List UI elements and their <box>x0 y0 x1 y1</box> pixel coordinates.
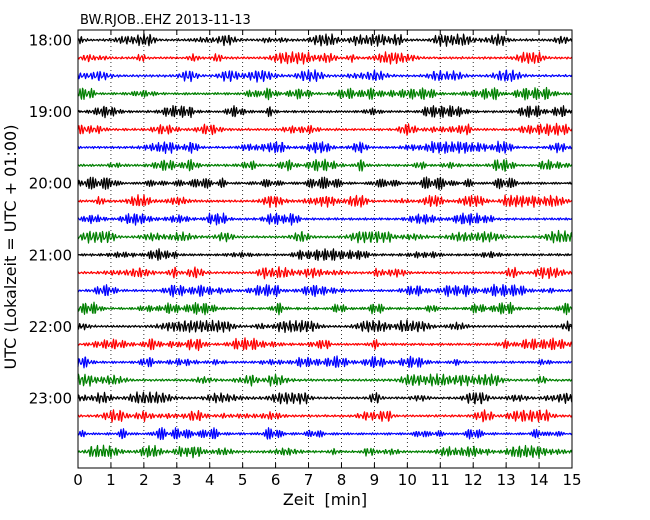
x-axis-label: Zeit [min] <box>283 490 367 509</box>
trace-1815 <box>77 51 573 65</box>
trace-1800 <box>77 33 573 47</box>
trace-2345 <box>77 444 573 459</box>
x-tick-label: 12 <box>464 471 483 489</box>
trace-1830 <box>77 69 573 83</box>
trace-2000 <box>77 176 573 190</box>
x-tick-label: 4 <box>205 471 215 489</box>
y-tick-label: 19:00 <box>29 103 72 121</box>
trace-2045 <box>77 229 573 244</box>
trace-1930 <box>77 140 573 155</box>
trace-1915 <box>77 122 573 136</box>
trace-1900 <box>77 105 573 119</box>
trace-2300 <box>77 391 573 405</box>
trace-2145 <box>77 301 573 316</box>
seismogram-traces <box>77 33 573 459</box>
trace-2200 <box>77 319 573 333</box>
trace-1845 <box>77 86 573 101</box>
x-tick-label: 1 <box>106 471 116 489</box>
y-tick-label: 18:00 <box>29 32 72 50</box>
x-tick-label: 7 <box>304 471 314 489</box>
trace-2245 <box>77 373 573 387</box>
x-tick-label: 11 <box>431 471 450 489</box>
x-tick-label: 2 <box>139 471 149 489</box>
x-tick-label: 10 <box>398 471 417 489</box>
x-tick-label: 3 <box>172 471 182 489</box>
chart-title: BW.RJOB..EHZ 2013-11-13 <box>80 13 251 28</box>
x-tick-label: 15 <box>562 471 581 489</box>
y-axis-label: UTC (Lokalzeit = UTC + 01:00) <box>1 125 20 370</box>
x-tick-label: 13 <box>497 471 516 489</box>
y-axis-ticks: 18:00 19:00 20:00 21:00 22:00 23:00 <box>29 32 572 408</box>
trace-2015 <box>77 194 573 208</box>
trace-2100 <box>77 248 573 261</box>
x-tick-label: 0 <box>73 471 83 489</box>
y-tick-label: 20:00 <box>29 175 72 193</box>
x-tick-label: 6 <box>271 471 281 489</box>
x-tick-label: 8 <box>337 471 347 489</box>
y-tick-label: 21:00 <box>29 246 72 264</box>
trace-2030 <box>77 212 573 226</box>
trace-2115 <box>77 266 573 280</box>
plot-frame <box>77 29 573 469</box>
trace-2130 <box>77 283 573 298</box>
trace-2330 <box>77 426 573 441</box>
y-tick-label: 22:00 <box>29 318 72 336</box>
x-axis-ticks: 0 1 2 3 4 5 6 7 8 9 10 11 12 13 14 15 <box>73 30 582 489</box>
trace-2315 <box>77 409 573 423</box>
y-tick-label: 23:00 <box>29 390 72 408</box>
x-tick-label: 14 <box>530 471 549 489</box>
x-tick-label: 5 <box>238 471 248 489</box>
trace-2215 <box>77 337 573 352</box>
trace-2230 <box>77 355 573 369</box>
trace-1945 <box>77 158 573 172</box>
x-tick-label: 9 <box>370 471 380 489</box>
